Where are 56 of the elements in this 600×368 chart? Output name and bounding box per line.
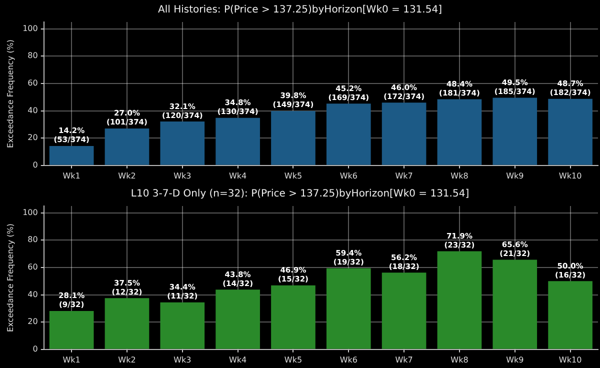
bar <box>382 272 426 349</box>
bar <box>160 302 205 349</box>
y-tick-label: 100 <box>22 24 38 33</box>
x-tick-label: Wk3 <box>174 171 192 180</box>
x-tick-label: Wk5 <box>284 171 302 180</box>
bar <box>104 128 150 165</box>
x-tick-label: Wk10 <box>558 171 582 180</box>
chart-title: All Histories: P(Price > 137.25)byHorizon[Wk0 = 131.54] <box>158 4 442 16</box>
y-tick-label: 80 <box>28 51 38 60</box>
bar <box>382 102 426 165</box>
y-tick-label: 0 <box>32 160 38 170</box>
bar <box>548 281 592 349</box>
bar <box>216 118 260 165</box>
y-tick-label: 20 <box>28 133 38 142</box>
bar <box>160 122 205 165</box>
x-tick-label: Wk2 <box>118 355 136 364</box>
x-tick-label: Wk4 <box>228 355 247 364</box>
x-tick-label: Wk5 <box>284 355 302 364</box>
x-tick-label: Wk4 <box>228 171 247 180</box>
bar <box>104 298 150 349</box>
x-tick-label: Wk6 <box>340 171 358 180</box>
bar <box>437 251 482 349</box>
y-tick-label: 60 <box>28 262 38 272</box>
x-tick-label: Wk6 <box>340 355 358 364</box>
y-tick-label: 100 <box>22 208 38 217</box>
bar <box>271 285 316 349</box>
x-tick-label: Wk8 <box>450 355 468 364</box>
bar <box>271 111 316 165</box>
x-tick-label: Wk7 <box>395 355 413 364</box>
bar <box>437 99 482 165</box>
chart-title: L10 3-7-D Only (n=32): P(Price > 137.25)byHorizon[Wk0 = 131.54] <box>130 188 470 200</box>
y-tick-label: 40 <box>28 106 38 115</box>
y-axis-title: Exceedance Frequency (%) <box>6 223 15 332</box>
bar <box>326 268 371 349</box>
x-tick-label: Wk7 <box>395 171 413 180</box>
x-tick-label: Wk2 <box>118 171 136 180</box>
x-tick-label: Wk9 <box>506 355 524 364</box>
x-tick-label: Wk10 <box>558 355 582 364</box>
x-tick-label: Wk1 <box>62 355 80 364</box>
x-tick-label: Wk3 <box>174 355 192 364</box>
x-tick-label: Wk9 <box>506 171 524 180</box>
bar <box>548 98 592 165</box>
bar <box>49 311 94 349</box>
y-tick-label: 20 <box>28 317 38 326</box>
bar <box>326 104 371 165</box>
y-tick-label: 40 <box>28 290 38 299</box>
bar <box>216 290 260 349</box>
x-tick-label: Wk8 <box>450 171 468 180</box>
bar <box>492 260 538 349</box>
y-tick-label: 60 <box>28 78 38 88</box>
x-tick-label: Wk1 <box>62 171 80 180</box>
y-tick-label: 0 <box>32 344 38 354</box>
y-tick-label: 80 <box>28 235 38 244</box>
y-axis-title: Exceedance Frequency (%) <box>6 39 15 148</box>
bar <box>492 98 538 165</box>
bar <box>49 146 94 165</box>
